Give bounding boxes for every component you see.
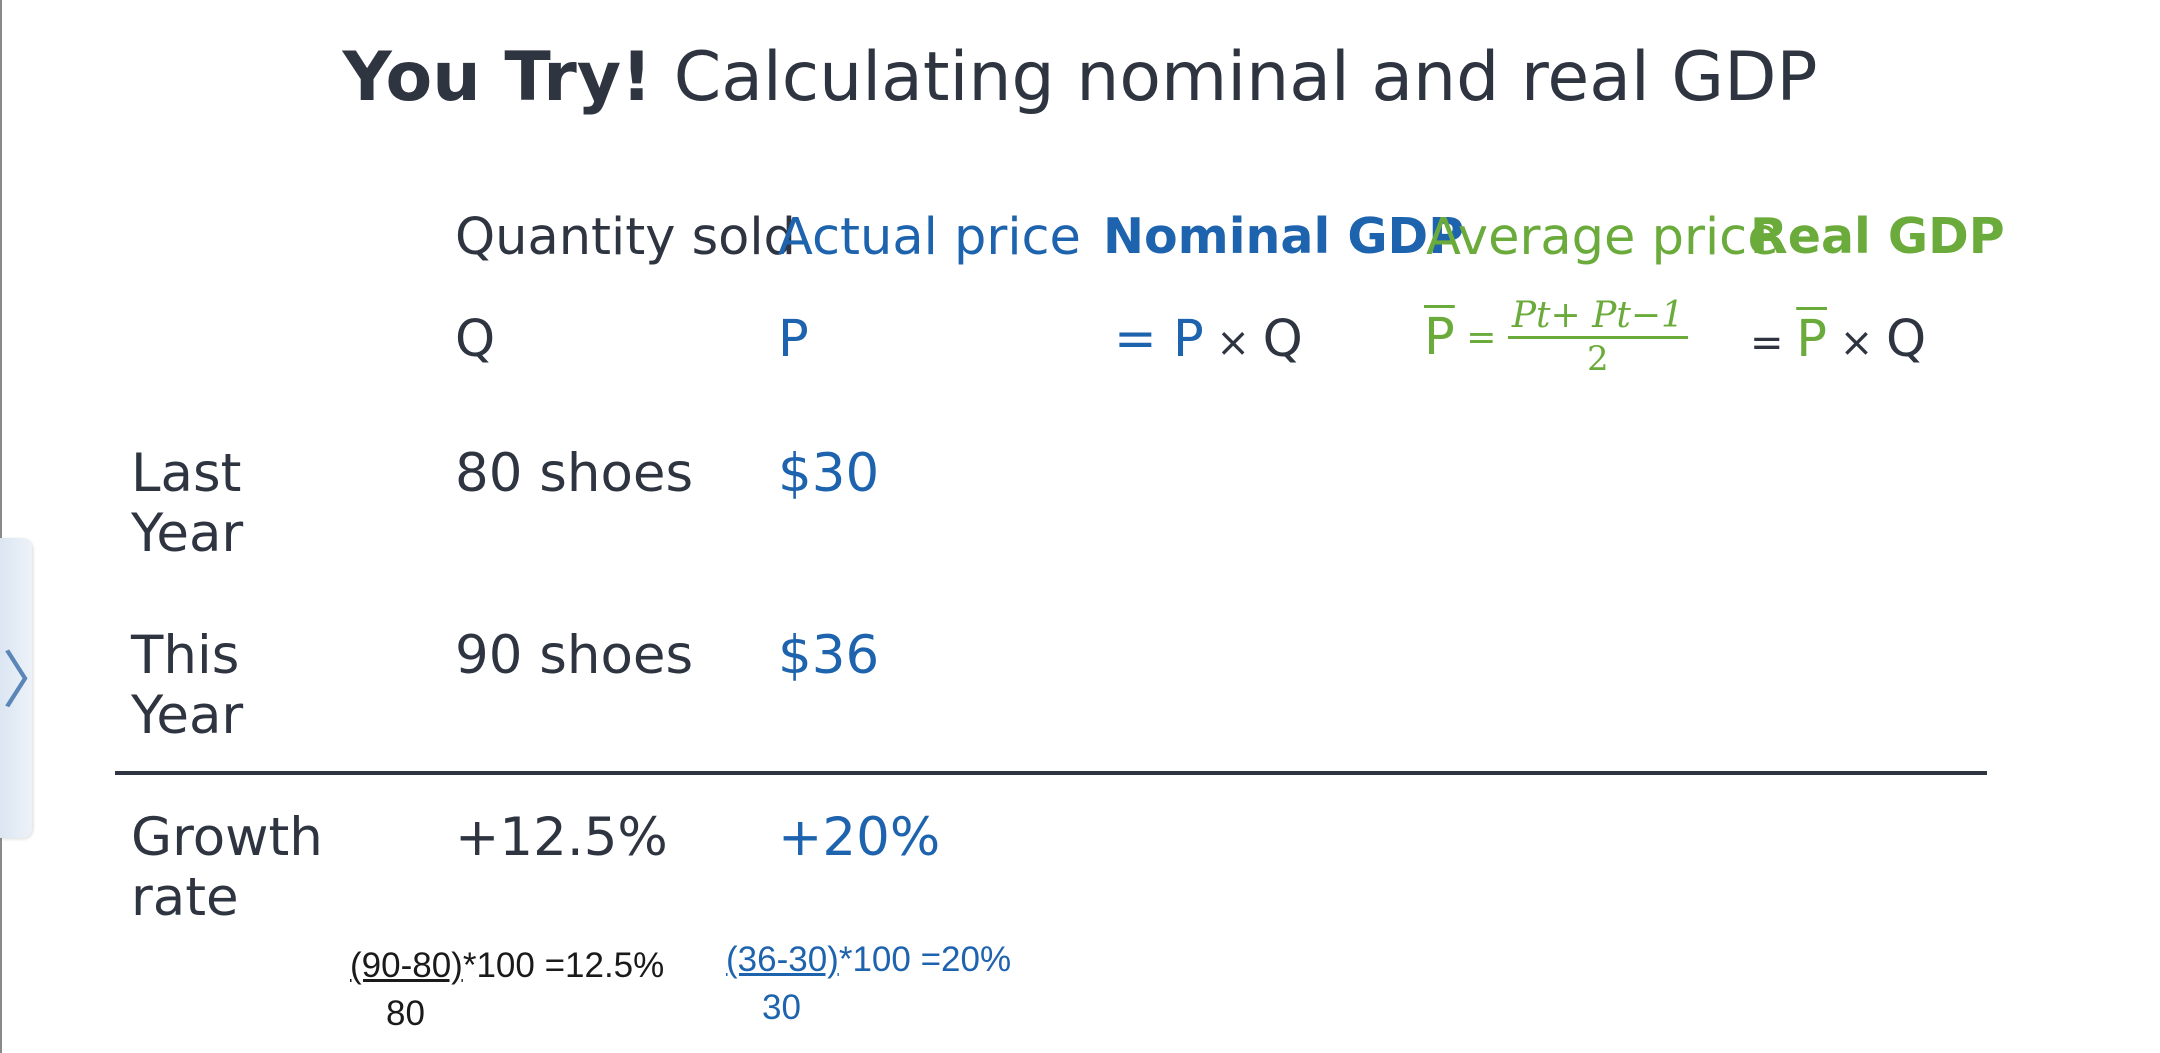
header-real-gdp: Real GDP [1750, 208, 2005, 265]
calc-numerator: (36-30) [726, 940, 839, 979]
row-label-line: Year [131, 685, 244, 746]
header-nominal-gdp: Nominal GDP [1103, 208, 1465, 265]
calc-result: *100 =12.5% [462, 946, 665, 985]
row-label-line: Last [131, 443, 242, 504]
row-label-line: rate [131, 867, 239, 928]
growth-price: +20% [778, 807, 941, 868]
row-label-this-year: This Year [131, 626, 243, 746]
formula-nominal-q: Q [1262, 310, 1303, 369]
formula-real-eq: = [1750, 320, 1797, 366]
calc-result: *100 =20% [838, 940, 1012, 979]
formula-average-numerator: Pt+ Pt−1 [1507, 296, 1688, 339]
growth-quantity: +12.5% [455, 807, 668, 868]
last-year-quantity: 80 shoes [455, 443, 694, 504]
side-panel-toggle[interactable]: 〉 [0, 538, 64, 838]
row-label-line: This [131, 625, 240, 686]
header-average-price: Average price [1426, 208, 1779, 267]
title-emphasis: You Try! [342, 38, 653, 117]
header-actual-price: Actual price [778, 208, 1081, 267]
formula-p: P [778, 310, 809, 369]
row-label-line: Growth [131, 807, 323, 868]
this-year-quantity: 90 shoes [455, 625, 694, 686]
calc-denominator: 80 [386, 994, 425, 1033]
formula-average-price: P = Pt+ Pt−1 2 [1424, 296, 1688, 379]
chevron-right-icon: 〉 [2, 644, 65, 717]
slide-left-border [0, 0, 2, 1053]
table-divider [115, 771, 1987, 775]
title-text: Calculating nominal and real GDP [652, 38, 1818, 117]
formula-nominal-gdp: = P × Q [1114, 314, 1303, 365]
quantity-growth-calculation: (90-80)*100 =12.5% 80 [350, 942, 664, 1038]
formula-real-gdp: = P × Q [1750, 314, 1926, 365]
formula-average-denominator: 2 [1587, 339, 1609, 379]
row-label-line: Year [131, 503, 244, 564]
this-year-price: $36 [778, 625, 880, 686]
formula-average-fraction: Pt+ Pt−1 2 [1507, 296, 1688, 379]
price-growth-calculation: (36-30)*100 =20% 30 [726, 936, 1011, 1032]
formula-nominal-times: × [1203, 320, 1263, 366]
slide-title: You Try! Calculating nominal and real GD… [0, 38, 2160, 118]
calc-denominator: 30 [762, 988, 801, 1027]
formula-pbar: P [1424, 308, 1455, 367]
header-quantity-sold: Quantity sold [455, 208, 796, 267]
calc-numerator: (90-80) [350, 946, 463, 985]
last-year-price: $30 [778, 443, 880, 504]
row-label-last-year: Last Year [131, 444, 243, 564]
formula-average-eq: = [1454, 316, 1508, 358]
formula-nominal-p: = P [1114, 310, 1204, 369]
row-label-growth-rate: Growth rate [131, 808, 323, 928]
formula-real-times: × [1827, 320, 1886, 366]
formula-real-q: Q [1885, 310, 1927, 369]
formula-q: Q [455, 310, 496, 369]
formula-real-pbar: P [1796, 310, 1827, 369]
